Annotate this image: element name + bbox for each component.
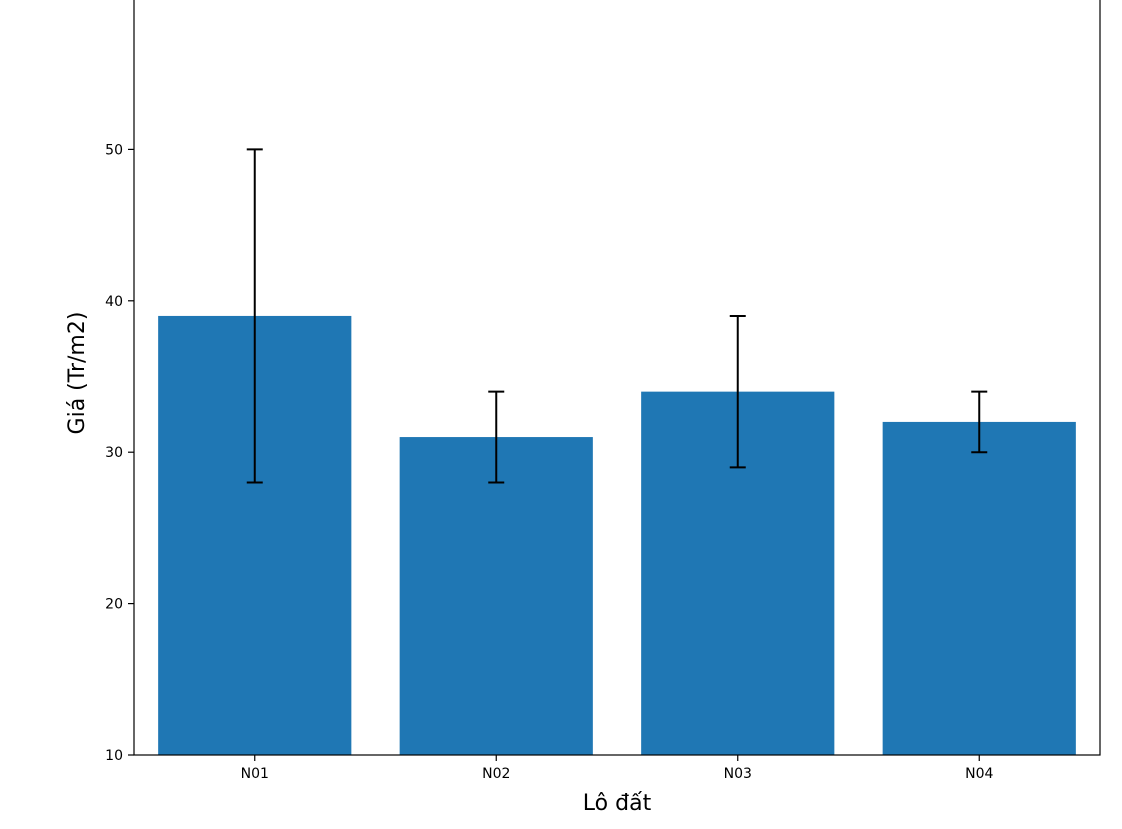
- errorbar-n01: [246, 148, 263, 484]
- y-axis-label: Giá (Tr/m2): [65, 312, 90, 435]
- x-tick-label: N02: [482, 766, 510, 782]
- x-tick-label: N03: [724, 766, 752, 782]
- bars-layer: [158, 315, 1076, 755]
- y-tick-label: 30: [105, 445, 123, 461]
- errorbars-layer: [246, 148, 988, 484]
- y-tick-label: 20: [105, 597, 123, 613]
- y-axis-ticks: 10 20 30 40 50: [105, 142, 134, 764]
- x-tick-label: N01: [241, 766, 269, 782]
- x-axis-ticks: N01 N02 N03 N04: [241, 755, 993, 782]
- y-tick-label: 40: [105, 294, 123, 310]
- bar-n02: [399, 437, 593, 755]
- x-axis-label: Lô đất: [583, 791, 652, 816]
- y-tick-label: 10: [105, 748, 123, 764]
- errorbar-n03: [729, 314, 746, 469]
- y-tick-label: 50: [105, 142, 123, 158]
- errorbar-n04: [971, 390, 988, 454]
- errorbar-n02: [488, 390, 505, 484]
- bar-n04: [882, 421, 1076, 755]
- x-tick-label: N04: [965, 766, 993, 782]
- plot-frame: [133, 0, 1101, 756]
